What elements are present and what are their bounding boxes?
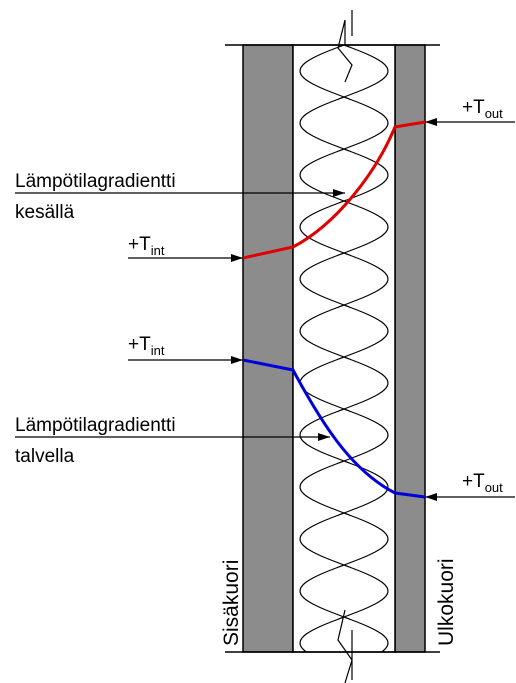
winter-gradient <box>242 358 426 499</box>
label: Lämpötilagradientti <box>15 171 176 192</box>
summer-gradient <box>242 120 426 260</box>
label: Lämpötilagradientti <box>15 415 176 436</box>
temp-label: +Tout <box>462 471 503 495</box>
temp-label: +Tout <box>462 97 503 121</box>
inner-shell <box>242 44 294 653</box>
label: talvella <box>15 446 75 467</box>
insulation-wave <box>299 45 389 652</box>
label: kesällä <box>15 202 75 223</box>
outer-shell <box>394 44 426 653</box>
outer-shell-label: Ulkokuori <box>435 558 458 646</box>
inner-shell-label: Sisäkuori <box>220 560 243 646</box>
break-bottom <box>337 609 353 683</box>
insulation <box>292 44 396 653</box>
insulation-wave <box>299 45 389 652</box>
temp-label: +Tint <box>128 234 165 258</box>
insulation-pattern <box>299 45 389 652</box>
temp-label: +Tint <box>128 334 165 358</box>
break-top <box>337 10 353 83</box>
